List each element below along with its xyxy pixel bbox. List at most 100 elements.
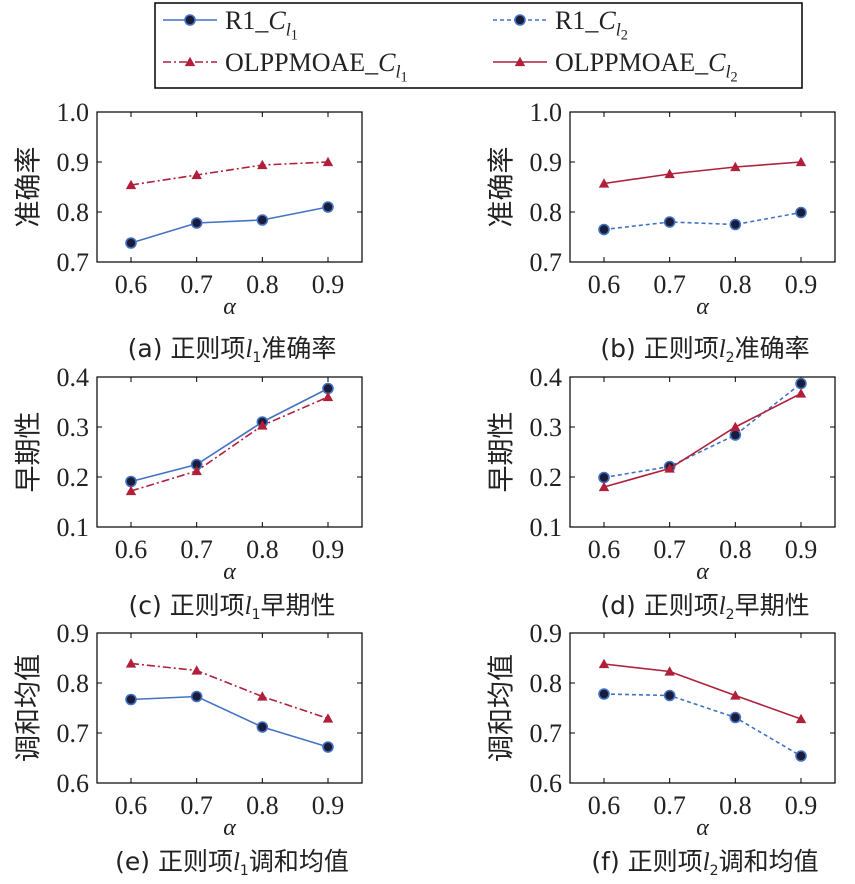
y-tick-label: 0.3: [57, 413, 90, 442]
chart-panel: 0.7 0.8 0.9 1.0 0.6 0.7 0.8 0.9 α 准确率 (b) 正则项l2准确率: [487, 98, 836, 366]
data-point: [322, 201, 334, 213]
series: [125, 690, 334, 753]
data-point: [125, 658, 137, 668]
legend-entry: OLPPMOAE_Cl2: [493, 48, 738, 85]
legend-label: OLPPMOAE_Cl1: [225, 48, 408, 85]
plot-frame: [569, 632, 836, 784]
legend-marker: [514, 14, 526, 26]
x-tick-label: 0.9: [312, 791, 345, 820]
series: [125, 156, 334, 190]
y-tick-label: 0.2: [57, 463, 90, 492]
x-tick-label: 0.8: [246, 270, 279, 299]
data-point: [191, 665, 202, 675]
series-line: [603, 663, 802, 720]
data-point: [598, 658, 610, 669]
legend-box: [154, 2, 803, 89]
data-point: [125, 693, 137, 706]
plot-frame: [96, 111, 363, 263]
y-axis-label: 早期性: [487, 412, 518, 493]
data-point: [256, 214, 269, 226]
data-point: [191, 465, 202, 476]
series-line: [603, 392, 802, 488]
series: [598, 688, 807, 762]
data-point: [322, 391, 334, 402]
legend-label: R1_Cl2: [555, 6, 628, 43]
y-tick-label: 0.7: [57, 248, 90, 277]
data-point: [598, 688, 610, 700]
plot-frame: [96, 376, 363, 528]
data-point: [598, 223, 610, 236]
data-point: [729, 429, 742, 441]
y-tick-label: 0.3: [530, 413, 563, 442]
data-point: [598, 471, 610, 484]
legend-entry: R1_Cl2: [493, 6, 628, 43]
x-tick-label: 0.7: [180, 791, 213, 820]
y-tick-label: 0.7: [57, 719, 90, 748]
legend-entry: OLPPMOAE_Cl1: [163, 48, 408, 85]
legend-marker: [184, 14, 196, 26]
x-tick-label: 0.7: [653, 791, 686, 820]
chart-panel: 0.7 0.8 0.9 1.0 0.6 0.7 0.8 0.9 α 准确率 (a) 正则项l1准确率: [14, 98, 363, 366]
data-point: [322, 156, 334, 167]
chart-panel: 0.1 0.2 0.3 0.4 0.6 0.7 0.8 0.9 α 早期性 (c) 正则项l1早期性: [14, 363, 363, 623]
x-tick-label: 0.6: [588, 270, 621, 299]
panel-caption: (e) 正则项l1调和均值: [115, 847, 349, 879]
y-tick-label: 0.8: [57, 198, 90, 227]
y-tick-label: 0.8: [530, 198, 563, 227]
series: [125, 382, 334, 488]
plot-frame: [569, 111, 836, 263]
panel-caption: (d) 正则项l2早期性: [600, 591, 809, 623]
y-tick-label: 0.6: [530, 769, 563, 798]
x-tick-label: 0.6: [588, 791, 621, 820]
data-point: [598, 481, 610, 492]
series: [598, 658, 807, 724]
series-line: [603, 161, 802, 185]
x-tick-label: 0.8: [246, 535, 279, 564]
series-line: [130, 387, 329, 483]
x-tick-label: 0.9: [785, 270, 818, 299]
x-axis-label: α: [696, 815, 709, 841]
y-tick-label: 0.1: [57, 513, 90, 542]
x-axis-label: α: [223, 559, 236, 585]
x-tick-label: 0.8: [719, 791, 752, 820]
series-line: [603, 693, 802, 757]
chart-panels: 0.7 0.8 0.9 1.0 0.6 0.7 0.8 0.9 α 准确率 (a) 正则项l1准确率…: [14, 98, 836, 879]
x-tick-label: 0.9: [312, 270, 345, 299]
legend-marker: [184, 56, 196, 67]
y-tick-label: 1.0: [530, 98, 563, 127]
y-tick-label: 1.0: [57, 98, 90, 127]
x-tick-label: 0.9: [785, 791, 818, 820]
data-point: [125, 179, 137, 190]
series: [125, 201, 334, 249]
x-axis-label: α: [223, 294, 236, 320]
x-tick-label: 0.8: [246, 791, 279, 820]
data-point: [795, 713, 807, 724]
series: [125, 658, 334, 723]
y-tick-label: 0.9: [57, 148, 90, 177]
x-axis-label: α: [696, 559, 709, 585]
series-line: [130, 206, 329, 244]
data-point: [729, 711, 742, 724]
plot-frame: [569, 376, 836, 528]
y-tick-label: 0.9: [530, 148, 563, 177]
y-tick-label: 0.7: [530, 248, 563, 277]
y-tick-label: 0.4: [530, 363, 563, 392]
data-point: [191, 169, 202, 180]
data-point: [190, 690, 203, 703]
y-axis-label: 调和均值: [14, 654, 45, 762]
series-line: [130, 695, 329, 748]
x-tick-label: 0.6: [115, 791, 148, 820]
x-tick-label: 0.6: [115, 535, 148, 564]
y-tick-label: 0.9: [530, 619, 563, 648]
data-point: [795, 377, 807, 390]
data-point: [663, 689, 676, 702]
legend-entry: R1_Cl1: [163, 6, 298, 43]
legend-marker: [514, 56, 526, 67]
series: [598, 156, 807, 188]
x-tick-label: 0.6: [115, 270, 148, 299]
data-point: [663, 216, 676, 228]
panel-caption: (b) 正则项l2准确率: [600, 334, 809, 366]
x-tick-label: 0.9: [785, 535, 818, 564]
x-tick-label: 0.6: [588, 535, 621, 564]
data-point: [730, 161, 741, 172]
